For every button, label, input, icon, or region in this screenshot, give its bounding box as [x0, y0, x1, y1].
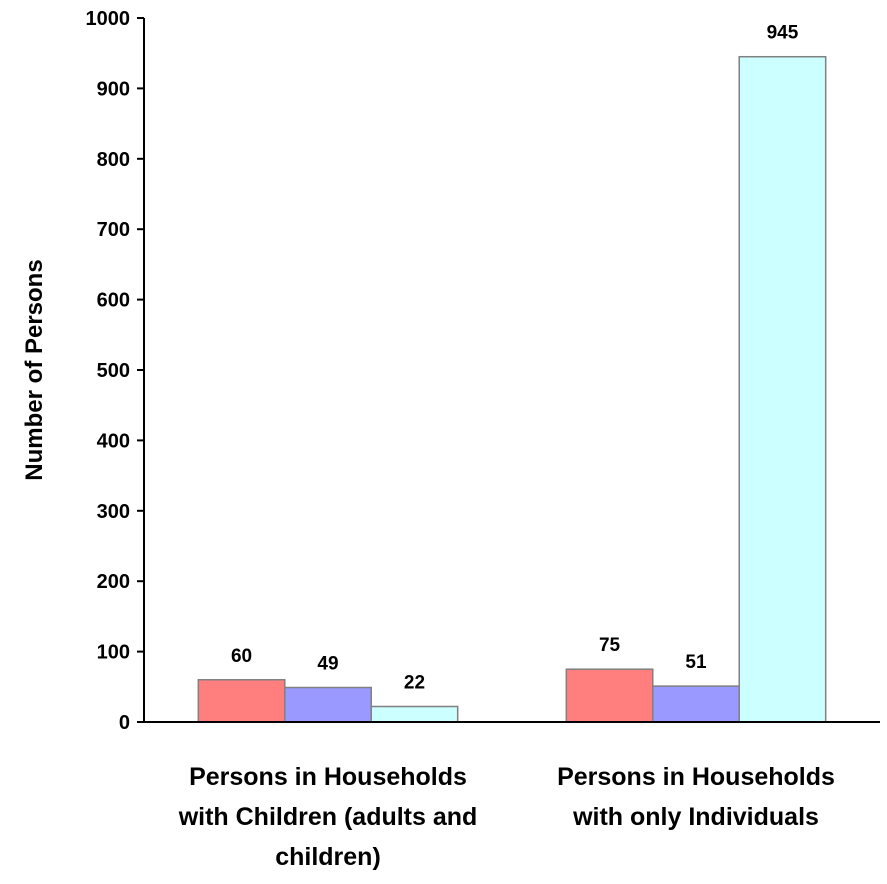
bar [370, 705, 459, 723]
bar [565, 668, 654, 723]
y-axis-ticks: 0 100 200 300 400 500 600 700 800 900 1000 [86, 8, 144, 734]
y-tick-label: 0 [119, 712, 130, 734]
data-label: 51 [685, 652, 707, 673]
bar [284, 686, 372, 723]
bars [197, 55, 827, 723]
category-label: Persons in Households with only Individua… [557, 763, 835, 831]
y-tick-label: 600 [97, 290, 130, 312]
bar [652, 685, 740, 723]
y-tick-label: 800 [97, 149, 130, 171]
y-tick-label: 100 [97, 642, 130, 664]
data-label: 945 [767, 23, 799, 44]
y-tick-label: 400 [97, 430, 130, 452]
data-label: 75 [599, 635, 621, 656]
y-tick-label: 900 [97, 78, 130, 100]
data-label: 49 [317, 654, 338, 675]
data-label: 22 [404, 673, 425, 694]
axes [143, 18, 880, 723]
y-tick-label: 200 [97, 571, 130, 593]
y-tick-label: 1000 [86, 8, 131, 30]
y-tick-label: 700 [97, 219, 130, 241]
bar [738, 55, 827, 723]
data-labels: 60 49 22 75 51 945 [231, 23, 799, 694]
category-label: Persons in Households with Children (adul… [178, 763, 478, 871]
bar [197, 679, 286, 723]
y-tick-label: 300 [97, 501, 130, 523]
category-labels: Persons in Households with Children (adul… [178, 763, 835, 871]
y-tick-label: 500 [97, 360, 130, 382]
y-axis-title: Number of Persons [21, 259, 48, 480]
data-label: 60 [231, 646, 252, 667]
